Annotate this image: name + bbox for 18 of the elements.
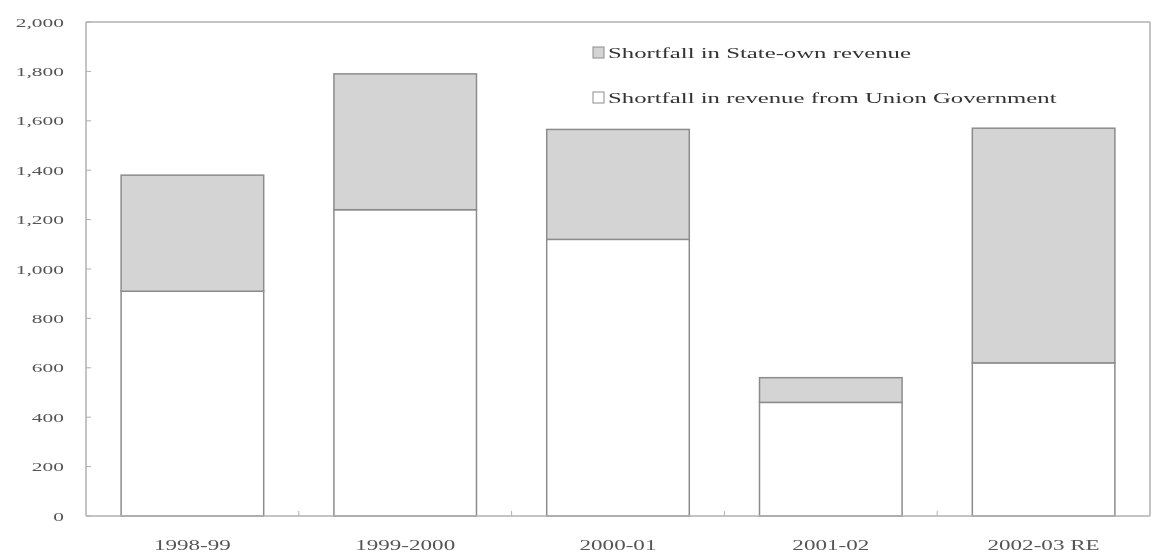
y-tick-label: 1,400 — [15, 163, 65, 178]
y-tick-label: 200 — [31, 459, 65, 475]
y-tick-label: 0 — [53, 508, 65, 524]
y-tick-label: 1,200 — [15, 212, 65, 228]
x-tick-label: 2001-02 — [792, 537, 870, 553]
x-tick-label: 1998-99 — [153, 537, 231, 553]
y-tick-label: 1,800 — [15, 64, 65, 79]
y-tick-label: 1,600 — [15, 113, 65, 129]
x-tick-label: 2000-01 — [579, 537, 657, 553]
y-tick-label: 600 — [31, 360, 65, 376]
y-tick-label: 2,000 — [15, 14, 65, 30]
legend-label: Shortfall in State-own revenue — [608, 45, 911, 62]
y-tick-label: 400 — [31, 410, 65, 425]
x-tick-label: 1999-2000 — [355, 537, 456, 553]
y-tick-label: 1,000 — [15, 261, 65, 277]
x-tick-label: 2002-03 RE — [987, 537, 1100, 553]
y-tick-label: 800 — [31, 311, 65, 326]
legend-label: Shortfall in revenue from Union Government — [608, 90, 1057, 107]
